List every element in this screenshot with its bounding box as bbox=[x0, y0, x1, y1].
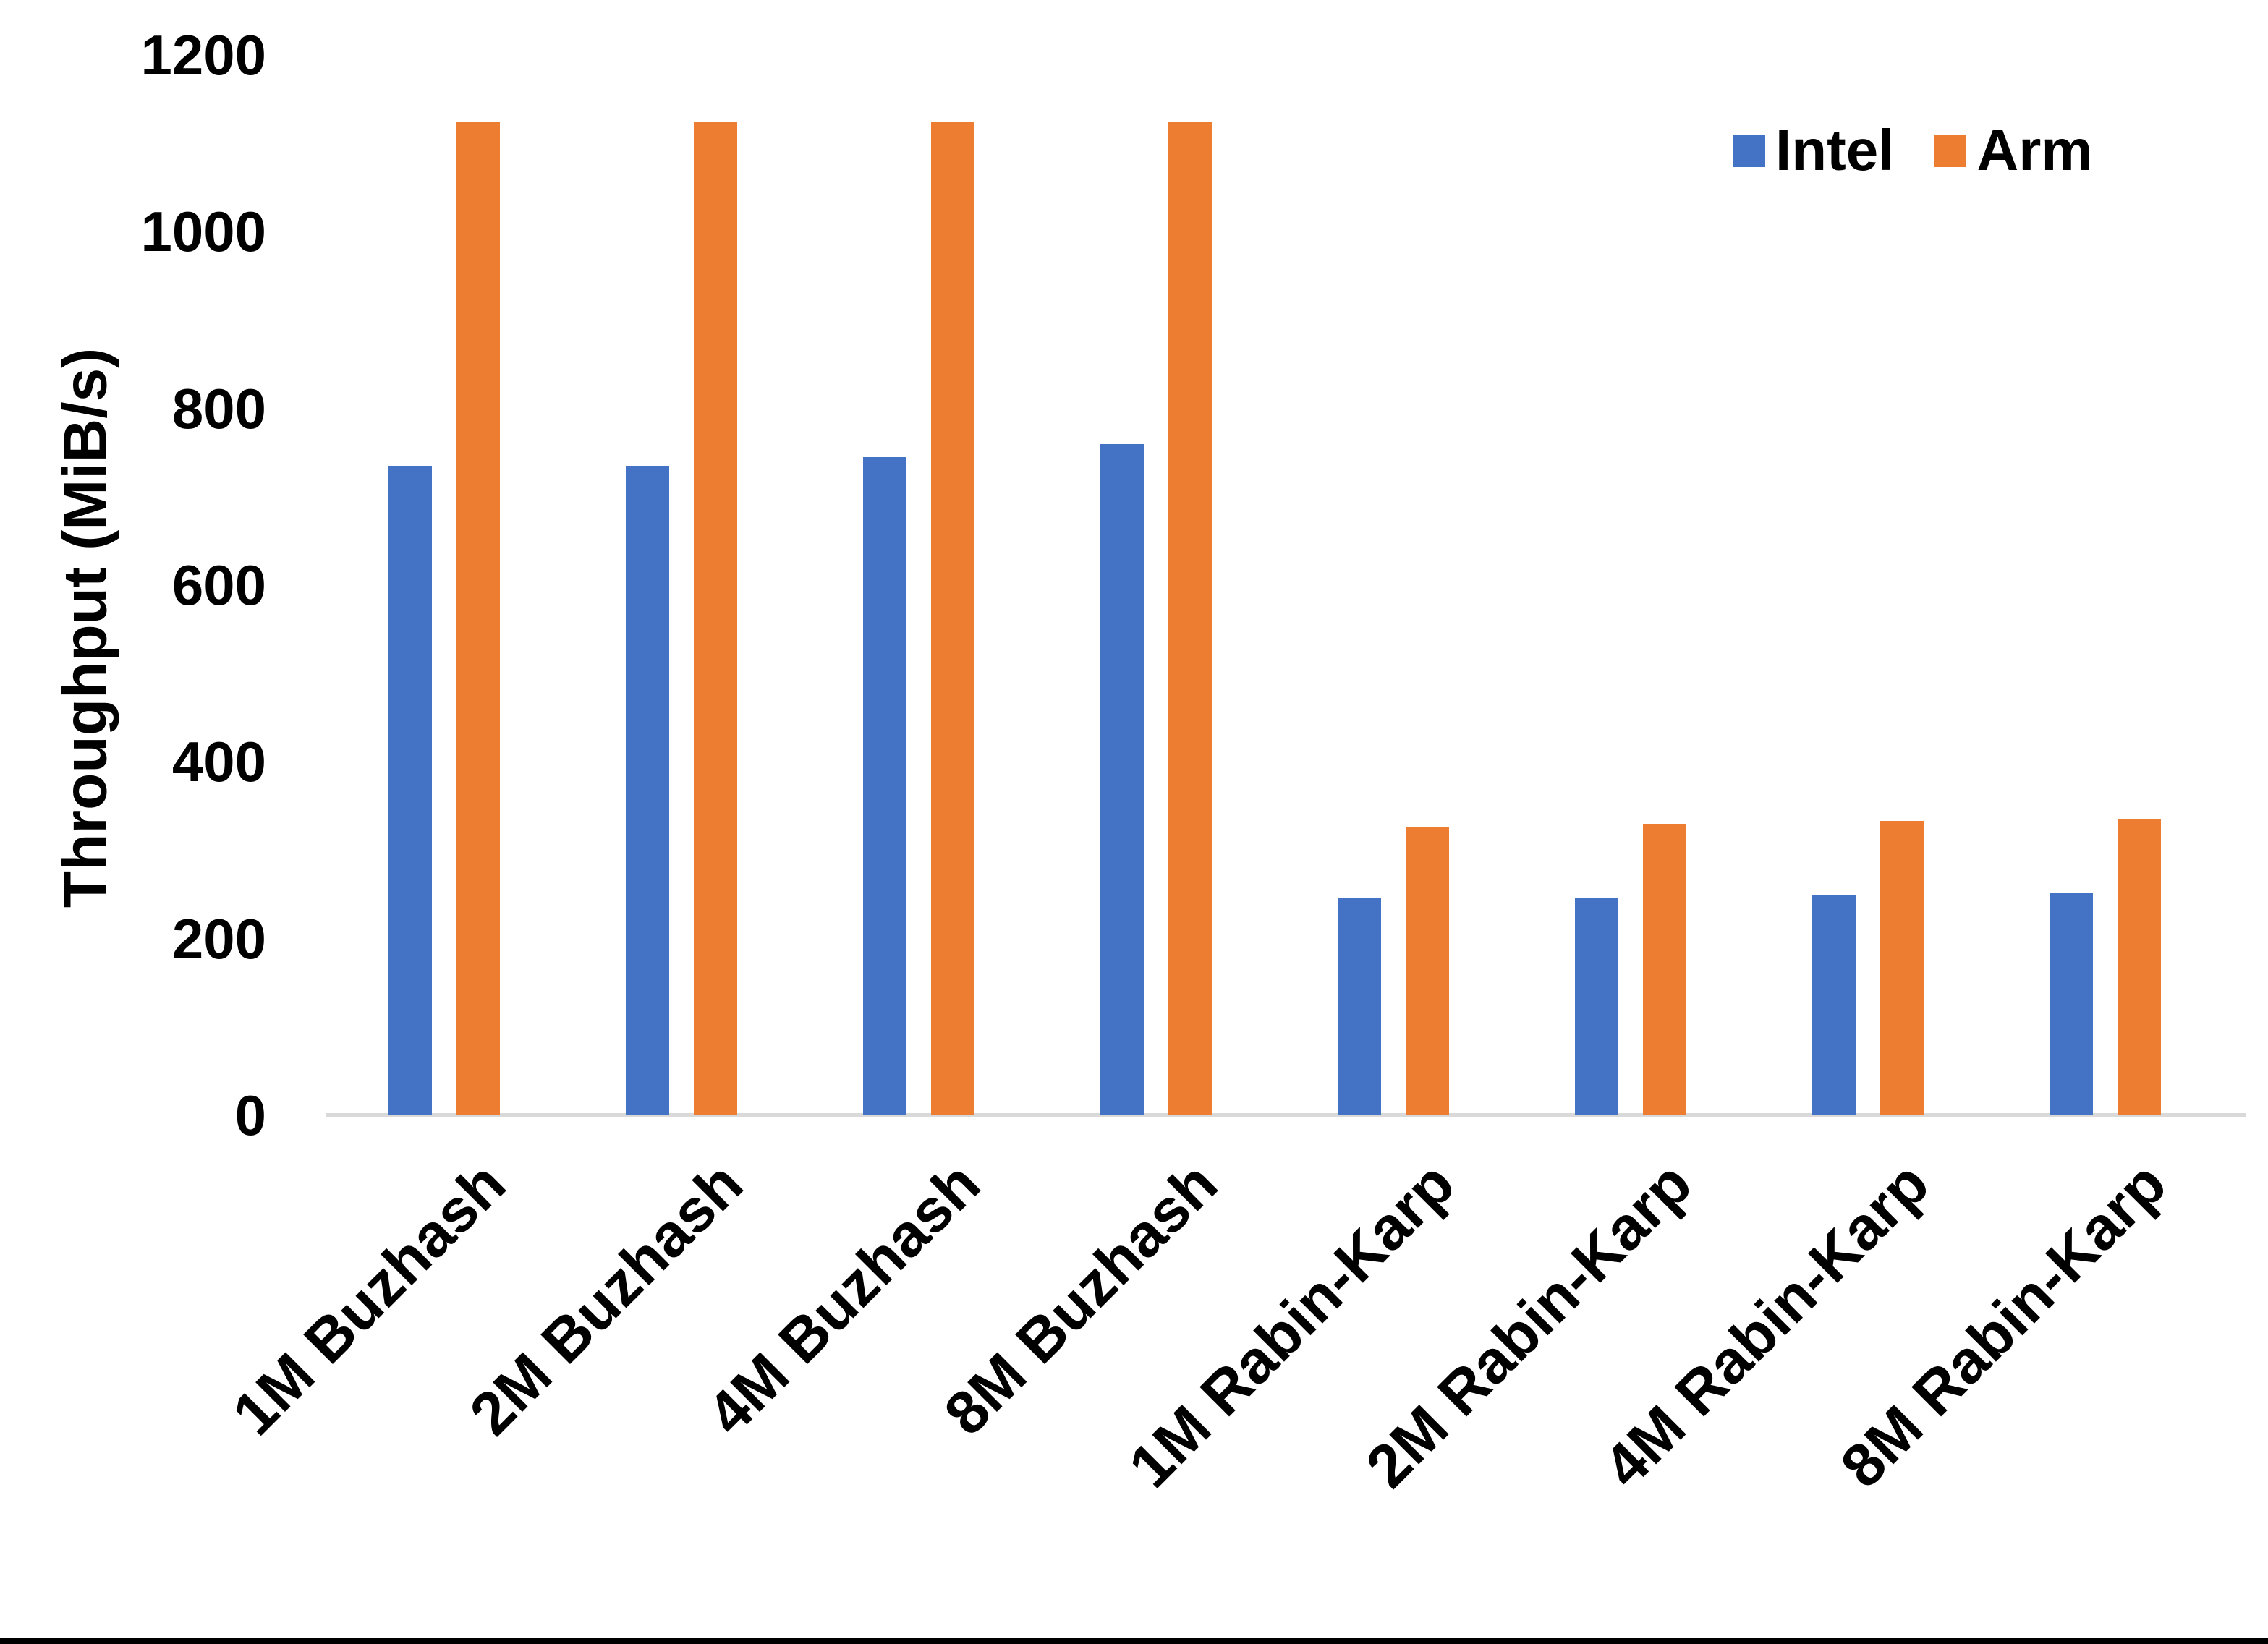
y-tick-label: 600 bbox=[171, 553, 266, 617]
bar-arm-2m-buzhash bbox=[694, 122, 737, 1115]
legend: Intel Arm bbox=[1733, 122, 2093, 179]
bar-arm-4m-rabin-karp bbox=[1880, 821, 1924, 1115]
bar-arm-1m-rabin-karp bbox=[1406, 827, 1449, 1115]
bar-arm-2m-rabin-karp bbox=[1643, 824, 1686, 1115]
y-tick-label: 800 bbox=[171, 376, 266, 440]
y-tick-label: 400 bbox=[171, 730, 266, 794]
bar-arm-1m-buzhash bbox=[456, 122, 500, 1115]
bar-intel-8m-buzhash bbox=[1100, 444, 1144, 1115]
bottom-border-line bbox=[0, 1638, 2268, 1644]
bar-intel-4m-rabin-karp bbox=[1812, 895, 1856, 1115]
legend-item-arm: Arm bbox=[1934, 118, 2093, 182]
bar-intel-2m-buzhash bbox=[626, 466, 669, 1115]
legend-label-arm: Arm bbox=[1976, 118, 2093, 182]
legend-item-intel: Intel bbox=[1733, 122, 1894, 179]
y-tick-label: 1200 bbox=[140, 23, 266, 87]
legend-label-intel: Intel bbox=[1775, 118, 1895, 182]
y-tick-label: 0 bbox=[234, 1083, 266, 1147]
bar-arm-4m-buzhash bbox=[931, 122, 974, 1115]
bar-intel-2m-rabin-karp bbox=[1575, 898, 1618, 1115]
y-tick-label: 1000 bbox=[140, 200, 266, 264]
legend-swatch-icon-arm bbox=[1934, 134, 1967, 167]
bar-intel-1m-rabin-karp bbox=[1338, 898, 1381, 1115]
bar-intel-1m-buzhash bbox=[388, 466, 432, 1115]
y-tick-label: 200 bbox=[171, 906, 266, 971]
legend-swatch-icon-intel bbox=[1733, 134, 1765, 167]
bar-intel-8m-rabin-karp bbox=[2050, 893, 2093, 1115]
bar-arm-8m-rabin-karp bbox=[2118, 819, 2161, 1115]
bar-arm-8m-buzhash bbox=[1168, 122, 1212, 1115]
x-axis-line bbox=[326, 1113, 2246, 1117]
bar-intel-4m-buzhash bbox=[863, 457, 906, 1115]
